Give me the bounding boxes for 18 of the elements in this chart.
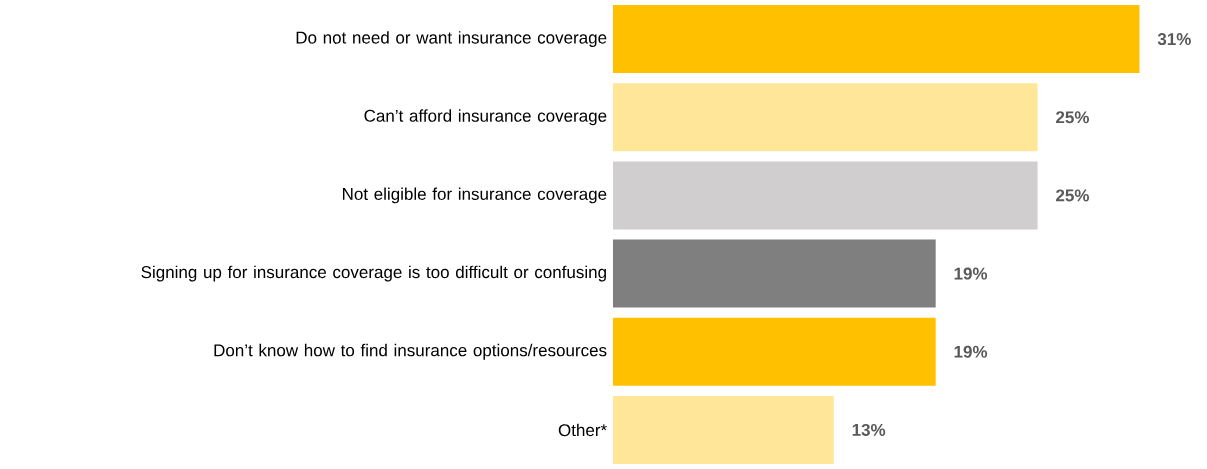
data-label: 31% (1157, 33, 1191, 46)
bar (613, 395, 834, 464)
y-tick-label: Other* (558, 423, 607, 437)
data-label: 25% (1056, 111, 1090, 124)
y-tick-label: Not eligible for insurance coverage (343, 187, 607, 204)
data-label: 19% (954, 345, 988, 358)
data-label: 13% (852, 423, 886, 436)
y-tick-label: Do not need or want insurance coverage (296, 31, 607, 48)
bar (613, 239, 936, 308)
bar (613, 83, 1038, 152)
bar (613, 161, 1038, 230)
y-tick-label: Signing up for insurance coverage is too difficult or confusing (141, 265, 606, 282)
bar (613, 5, 1140, 74)
y-tick-label: Don’t know how to find insurance options/resources (214, 343, 607, 360)
data-label: 19% (954, 267, 988, 280)
y-tick-label: Can’t afford insurance coverage (364, 109, 607, 126)
bar (613, 317, 936, 386)
data-label: 25% (1056, 189, 1090, 202)
